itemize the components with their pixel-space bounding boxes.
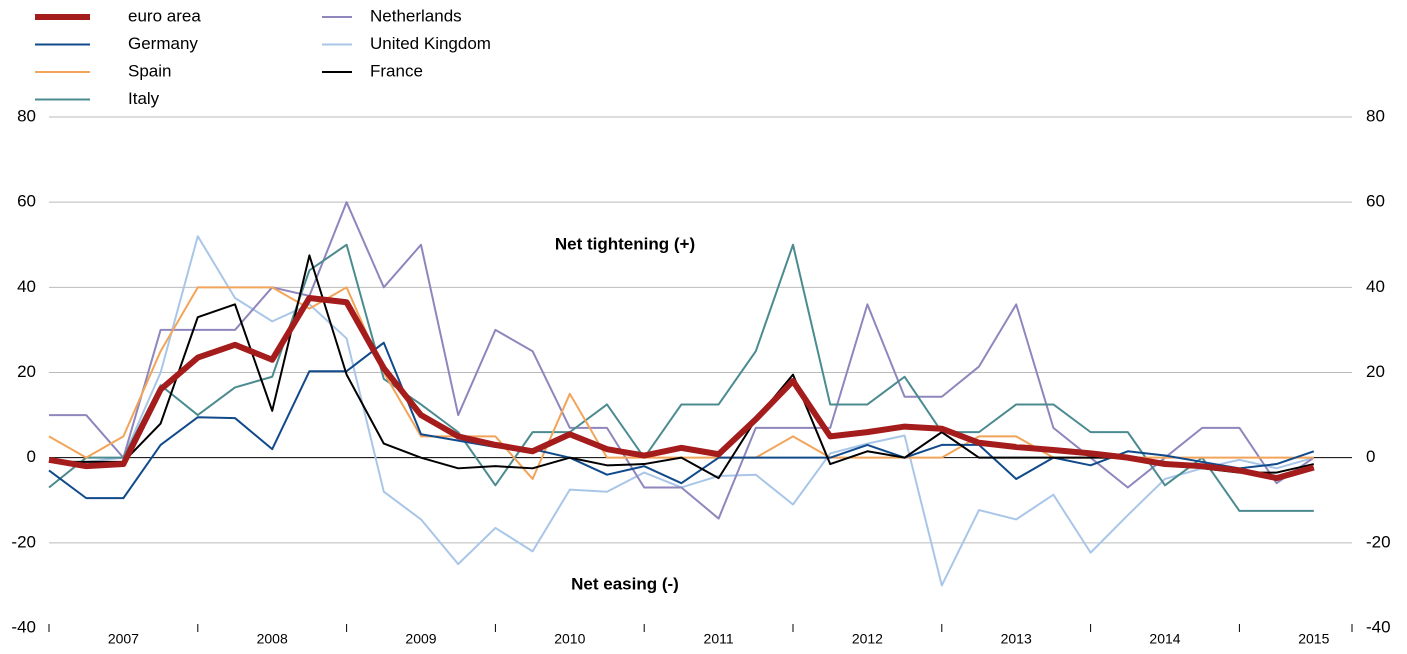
y-tick-label: 60: [17, 192, 36, 211]
series-line: [48, 341, 1315, 500]
legend-label: Italy: [128, 89, 160, 108]
x-tick-label: 2010: [554, 631, 585, 647]
y-tick-label: 0: [27, 447, 36, 466]
legend-label: Netherlands: [370, 6, 462, 25]
x-tick-label: 2011: [704, 631, 734, 647]
y2-tick-label: 20: [1366, 362, 1385, 381]
y2-tick-label: 60: [1366, 192, 1385, 211]
series-line: [49, 201, 1315, 520]
annotation: Net easing (-): [571, 574, 679, 593]
y-tick-label: 20: [17, 362, 36, 381]
y-tick-label: -40: [11, 617, 36, 636]
legend-label: euro area: [128, 6, 201, 25]
x-tick-label: 2007: [108, 631, 139, 647]
legend-label: France: [370, 61, 423, 80]
legend-label: Spain: [128, 61, 171, 80]
x-tick-label: 2009: [405, 631, 436, 647]
legend-label: United Kingdom: [370, 34, 491, 53]
legend-label: Germany: [128, 34, 198, 53]
y2-tick-label: 80: [1366, 106, 1385, 125]
y-tick-label: -20: [11, 532, 36, 551]
series-line: [49, 254, 1315, 480]
y-tick-label: 80: [17, 106, 36, 125]
y2-tick-label: 0: [1366, 447, 1375, 466]
y2-tick-label: 40: [1366, 277, 1385, 296]
annotation: Net tightening (+): [555, 234, 695, 253]
x-tick-label: 2008: [257, 631, 288, 647]
y2-tick-label: -40: [1366, 617, 1391, 636]
x-tick-label: 2015: [1298, 631, 1329, 647]
x-tick-label: 2013: [1001, 631, 1032, 647]
x-tick-label: 2012: [852, 631, 883, 647]
y2-tick-label: -20: [1366, 532, 1391, 551]
series-line: [48, 294, 1315, 482]
x-tick-label: 2014: [1149, 631, 1180, 647]
series-line: [48, 243, 1314, 512]
series-line: [49, 235, 1315, 587]
y-tick-label: 40: [17, 277, 36, 296]
